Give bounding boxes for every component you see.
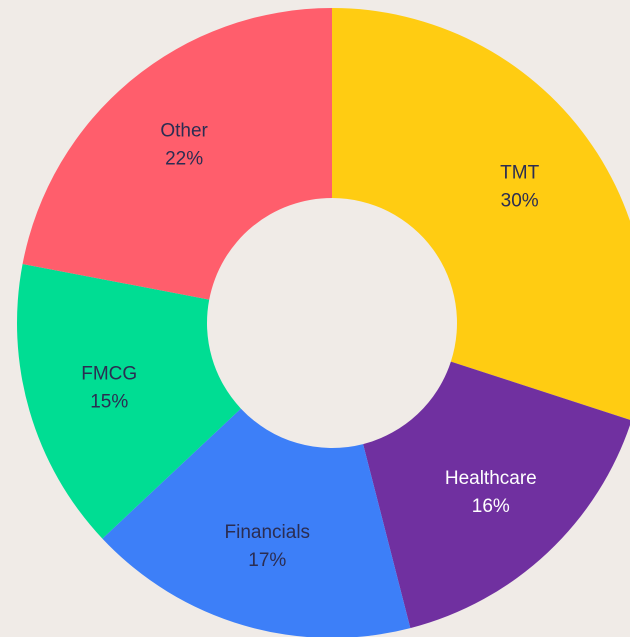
slice-value-label: 16% <box>472 496 510 517</box>
donut-slice <box>363 361 630 629</box>
donut-slice <box>22 8 332 300</box>
donut-slice <box>102 408 411 637</box>
slice-label: Other <box>160 120 208 141</box>
slice-label: TMT <box>500 163 539 184</box>
slice-value-label: 22% <box>165 148 203 169</box>
donut-slice <box>16 263 241 539</box>
slice-value-label: 15% <box>90 392 128 413</box>
slice-label: Financials <box>225 522 311 543</box>
donut-slice <box>332 8 630 420</box>
slice-value-label: 17% <box>248 550 286 571</box>
slice-value-label: 30% <box>501 191 539 212</box>
slice-label: Healthcare <box>445 468 537 489</box>
slice-label: FMCG <box>81 364 137 385</box>
